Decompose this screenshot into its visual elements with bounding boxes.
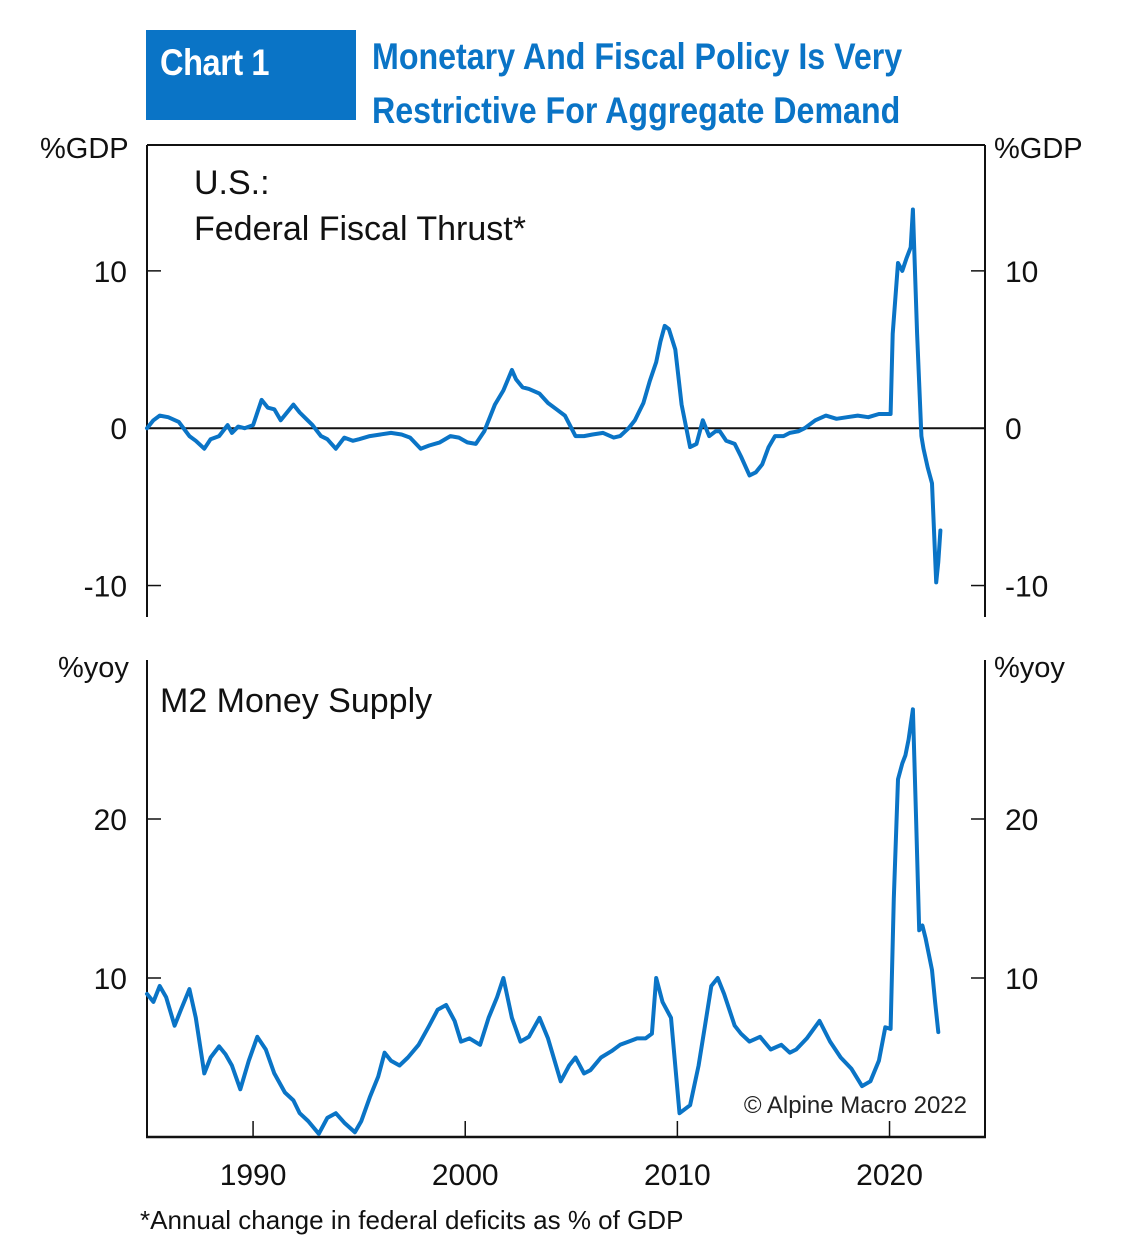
bottom-right-axis-unit: %yoy (994, 652, 1065, 684)
copyright-notice: © Alpine Macro 2022 (744, 1092, 967, 1119)
m2-series-line (147, 709, 938, 1134)
right-y-tick-label: 10 (1005, 256, 1038, 289)
top-left-axis-unit: %GDP (40, 133, 129, 165)
fiscal-thrust-series-line (147, 210, 940, 583)
right-y-tick-label: 10 (1005, 963, 1038, 996)
fiscal-panel-title-line-1: U.S.: (194, 164, 270, 202)
right-y-tick-label: 0 (1005, 413, 1022, 446)
left-y-tick-label: 20 (94, 804, 127, 837)
x-tick-label: 2020 (856, 1159, 923, 1192)
right-y-tick-label: -10 (1005, 571, 1048, 604)
left-y-tick-label: 10 (94, 256, 127, 289)
left-y-tick-label: 0 (110, 413, 127, 446)
x-tick-label: 1990 (220, 1159, 287, 1192)
right-y-tick-label: 20 (1005, 804, 1038, 837)
fiscal-thrust-panel: %GDP %GDP U.S.: Federal Fiscal Thrust* 1… (40, 133, 1083, 617)
left-y-tick-label: -10 (84, 571, 127, 604)
m2-panel-title: M2 Money Supply (160, 682, 432, 720)
chart-canvas: %GDP %GDP U.S.: Federal Fiscal Thrust* 1… (0, 0, 1134, 1257)
bottom-left-axis-unit: %yoy (58, 652, 129, 684)
left-y-tick-label: 10 (94, 963, 127, 996)
top-right-axis-unit: %GDP (994, 133, 1083, 165)
m2-money-supply-panel: %yoy %yoy M2 Money Supply 20201010 19902… (58, 652, 1065, 1192)
x-tick-label: 2000 (432, 1159, 499, 1192)
fiscal-panel-title-line-2: Federal Fiscal Thrust* (194, 210, 526, 248)
footnote: *Annual change in federal deficits as % … (140, 1205, 683, 1235)
x-tick-label: 2010 (644, 1159, 711, 1192)
